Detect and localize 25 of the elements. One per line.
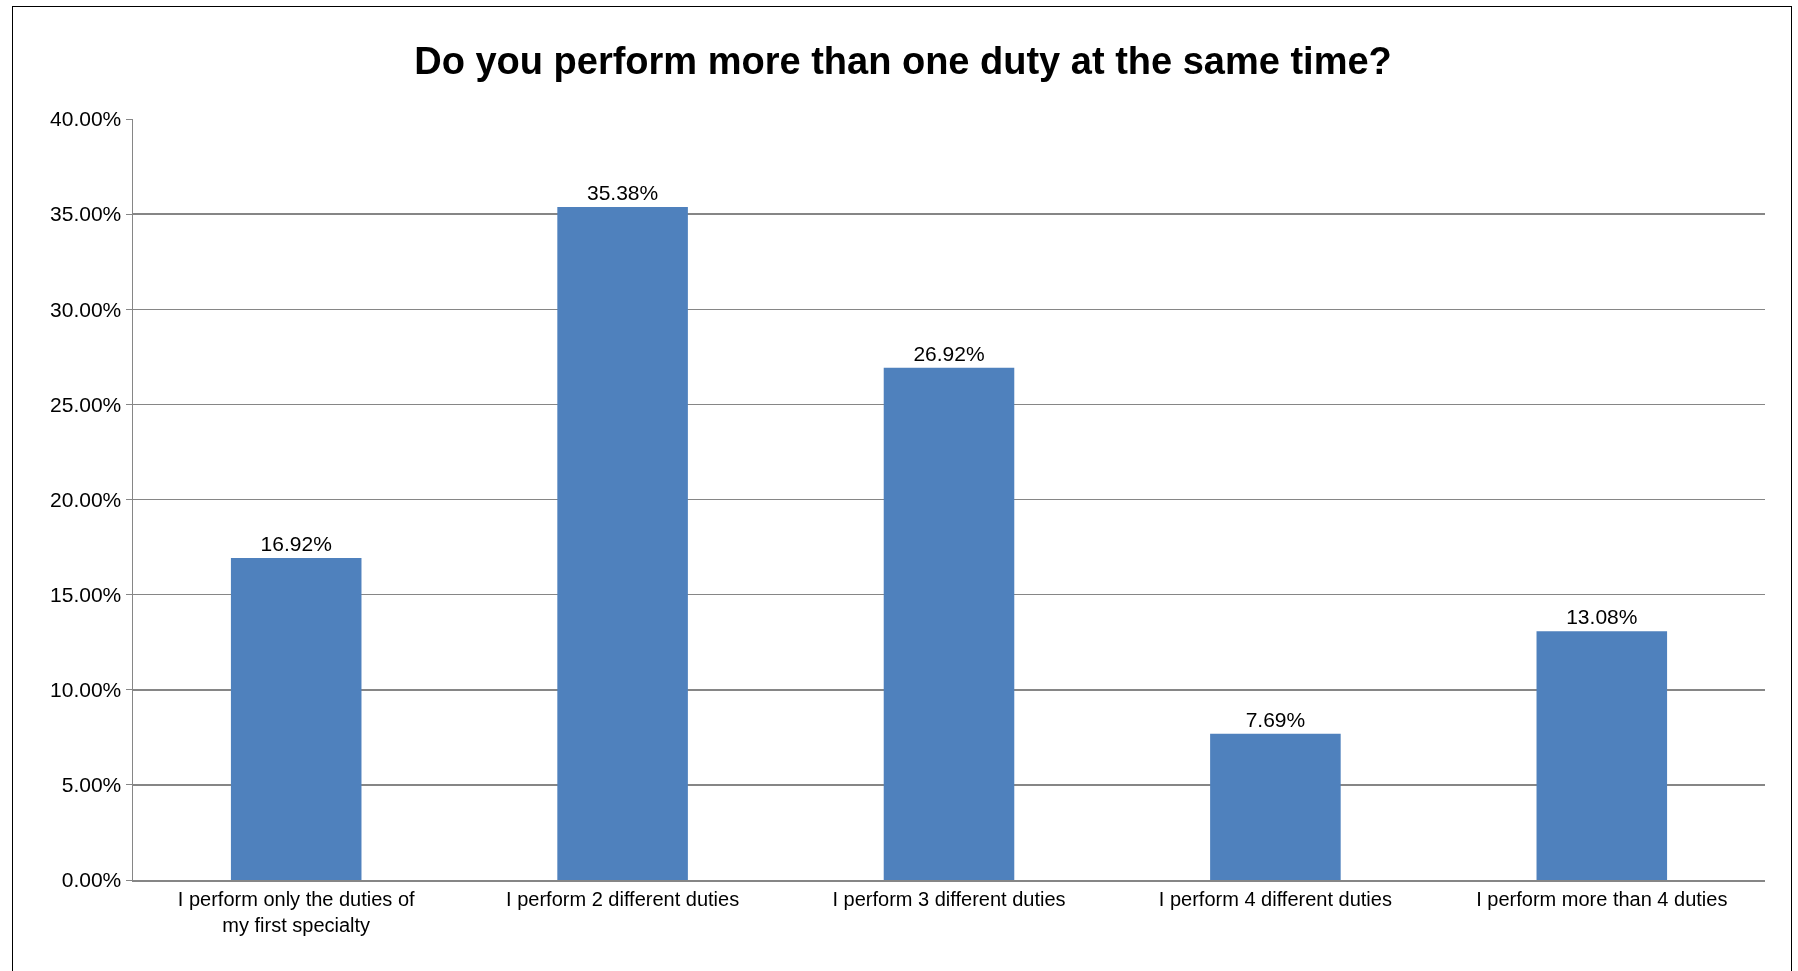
y-tick-label: 40.00% xyxy=(50,107,122,131)
bar xyxy=(1210,733,1341,880)
y-tick-label: 20.00% xyxy=(50,487,122,511)
data-label: 7.69% xyxy=(1245,707,1306,731)
x-tick-label: I perform more than 4 duties xyxy=(1476,887,1728,910)
data-label: 26.92% xyxy=(913,341,985,365)
y-tick-label: 15.00% xyxy=(50,582,122,606)
x-tick-label: I perform 2 different duties xyxy=(506,887,740,910)
y-tick-label: 0.00% xyxy=(61,868,122,892)
data-label: 35.38% xyxy=(586,180,659,204)
y-tick-label: 30.00% xyxy=(50,297,122,321)
y-tick-label: 25.00% xyxy=(50,392,122,416)
x-tick-label: I perform 4 different duties xyxy=(1158,887,1392,910)
chart-title: Do you perform more than one duty at the same time? xyxy=(414,39,1392,82)
bar xyxy=(230,558,362,880)
x-tick-label: I perform 3 different duties xyxy=(832,887,1066,910)
x-tick-label: I perform only the duties of my first specialty xyxy=(177,887,416,936)
y-tick-label: 10.00% xyxy=(50,678,122,702)
bar xyxy=(557,206,688,880)
data-label: 13.08% xyxy=(1566,605,1638,629)
y-tick-label: 5.00% xyxy=(61,773,122,797)
data-label: 16.92% xyxy=(260,532,332,556)
y-tick-label: 35.00% xyxy=(50,202,122,226)
bar xyxy=(883,367,1015,880)
bar xyxy=(1536,631,1668,880)
